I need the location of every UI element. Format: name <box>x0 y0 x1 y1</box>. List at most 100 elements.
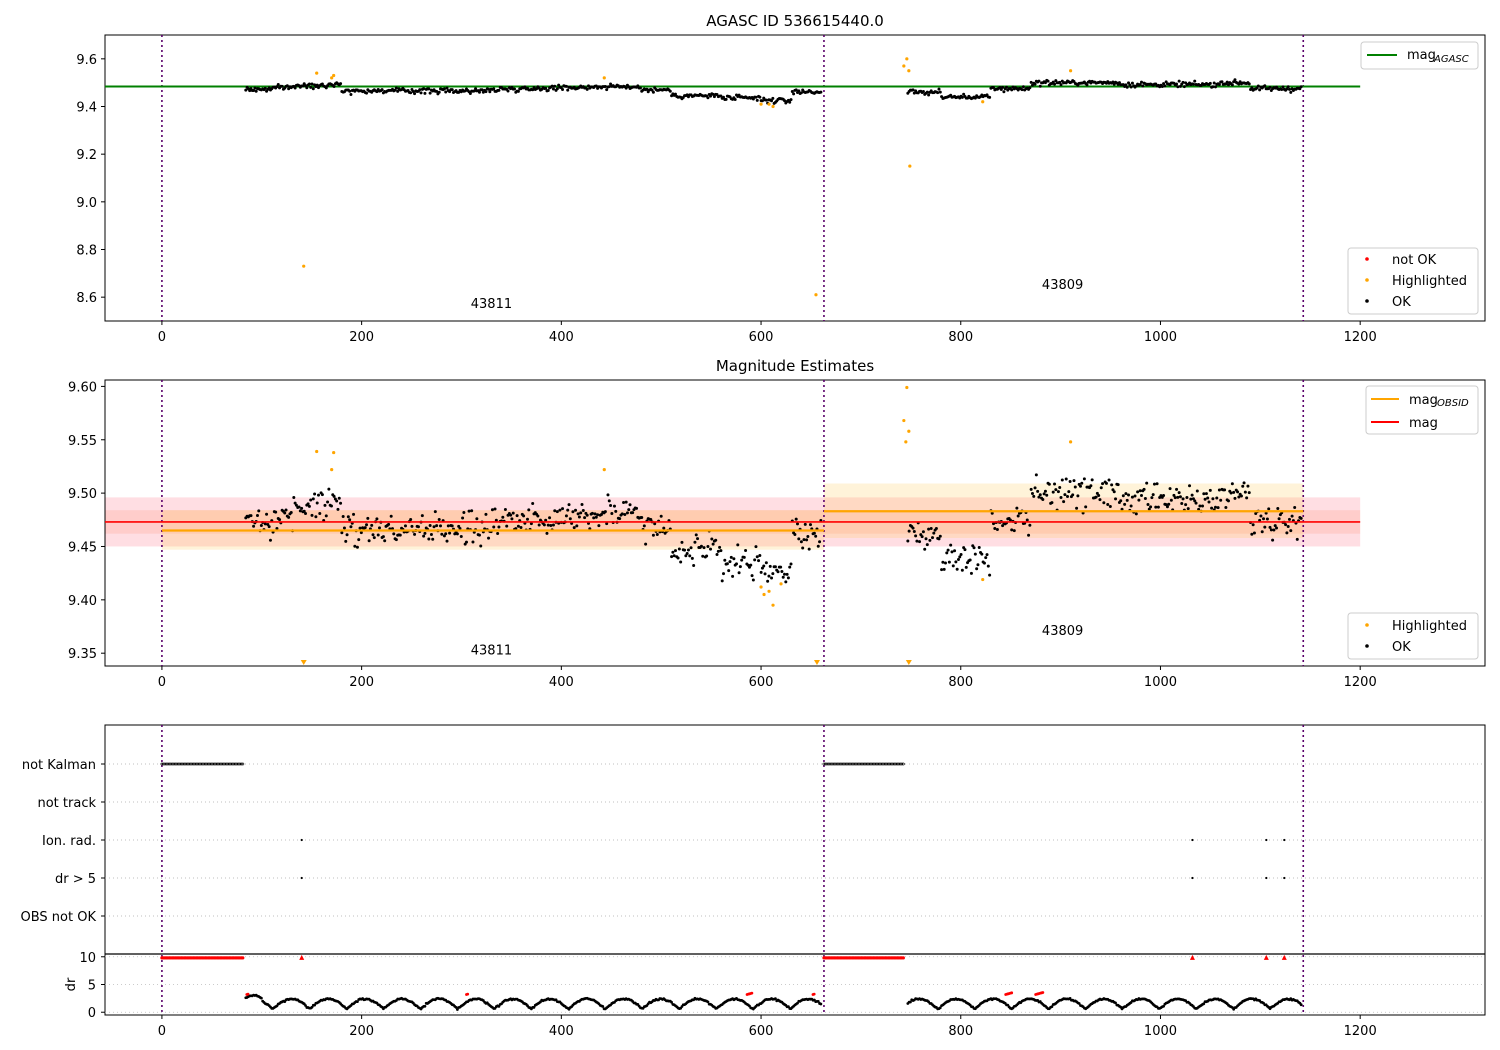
ok-point <box>1119 499 1123 503</box>
ok-point <box>1263 525 1267 529</box>
dr-point <box>670 1000 673 1004</box>
ok-point <box>306 502 310 506</box>
ok-point <box>945 551 949 555</box>
ok-point <box>955 567 959 571</box>
y-tick-label: 9.45 <box>68 540 97 555</box>
ok-point <box>1285 531 1289 535</box>
ok-point <box>1168 487 1172 491</box>
flag-point <box>854 762 857 766</box>
ok-point <box>727 569 731 573</box>
y-tick-label: 9.50 <box>68 487 97 502</box>
ok-point <box>684 554 688 558</box>
ok-point <box>410 524 414 528</box>
ok-point <box>544 86 548 90</box>
ok-point <box>1156 505 1160 509</box>
ok-point <box>918 540 922 544</box>
ok-point <box>729 555 733 559</box>
ok-point <box>509 513 513 517</box>
ok-point <box>315 83 319 87</box>
ok-point <box>651 90 655 94</box>
ok-point <box>375 517 379 521</box>
ok-point <box>440 532 444 536</box>
ok-point <box>278 518 282 522</box>
ok-point <box>1063 493 1067 497</box>
ok-point <box>566 508 570 512</box>
ok-point <box>1201 504 1205 508</box>
ok-point <box>768 564 772 568</box>
highlighted-point <box>907 69 911 73</box>
flag-point <box>199 762 203 766</box>
x-tick-label: 600 <box>749 1024 774 1039</box>
ok-point <box>731 574 735 578</box>
ok-point <box>1106 502 1110 506</box>
highlighted-point <box>302 264 306 268</box>
ok-point <box>792 92 796 96</box>
ok-point <box>1245 496 1249 500</box>
highlighted-point <box>332 450 336 455</box>
ok-point <box>1269 528 1273 532</box>
legend-marker <box>1365 257 1369 261</box>
ok-point <box>553 84 557 88</box>
ok-point <box>336 507 340 511</box>
legend-marker <box>1365 299 1369 303</box>
ok-point <box>819 90 823 94</box>
ok-point <box>932 531 936 535</box>
ok-point <box>1299 85 1303 89</box>
ok-point <box>284 508 288 512</box>
ok-point <box>1163 84 1167 88</box>
ok-point <box>640 515 644 519</box>
ok-point <box>309 498 313 502</box>
ok-point <box>435 89 439 93</box>
ok-point <box>1186 507 1190 511</box>
ok-point <box>470 509 474 513</box>
ok-point <box>337 496 341 500</box>
ok-point <box>977 546 981 550</box>
ok-point <box>1107 478 1111 482</box>
ok-point <box>349 93 353 97</box>
legend-label: Highlighted <box>1392 274 1467 289</box>
ok-point <box>1212 81 1216 85</box>
ok-point <box>771 96 775 100</box>
ok-point <box>605 88 609 92</box>
ok-point <box>986 564 990 568</box>
ok-point <box>564 514 568 518</box>
x-tick-label: 400 <box>549 330 574 345</box>
ok-point <box>1233 78 1237 82</box>
flag-point <box>861 762 865 766</box>
ok-point <box>946 548 950 552</box>
ok-point <box>433 510 437 514</box>
ok-point <box>645 87 649 91</box>
y-tick-label: 9.35 <box>68 647 97 662</box>
flag-point <box>175 762 179 766</box>
ok-point <box>1020 88 1024 92</box>
ok-point <box>702 546 706 550</box>
ok-point <box>471 540 475 544</box>
ok-point <box>1043 489 1047 493</box>
ok-point <box>1198 504 1202 508</box>
dr-point <box>1299 1003 1303 1007</box>
ok-point <box>564 84 568 88</box>
flag-point <box>825 762 829 766</box>
ok-point <box>655 532 659 536</box>
highlighted-point <box>981 577 985 582</box>
ok-point <box>370 523 374 527</box>
ok-point <box>513 87 517 91</box>
flag-point <box>224 762 228 766</box>
obsid-label: 43809 <box>1042 624 1083 639</box>
ok-point <box>963 548 967 552</box>
ok-point <box>762 564 766 568</box>
ok-point <box>568 517 572 521</box>
dr-point <box>259 996 263 1000</box>
flag-point <box>1191 838 1194 842</box>
ok-point <box>1193 499 1197 503</box>
ok-point <box>488 90 492 94</box>
ok-point <box>1175 487 1179 491</box>
ok-point <box>367 539 371 543</box>
highlighted-point <box>602 468 606 472</box>
ok-point <box>788 100 792 104</box>
flag-point <box>218 762 222 766</box>
dr-point <box>423 1004 427 1008</box>
ok-point <box>740 558 744 562</box>
dr-point <box>454 1005 458 1009</box>
ok-point <box>709 94 713 98</box>
